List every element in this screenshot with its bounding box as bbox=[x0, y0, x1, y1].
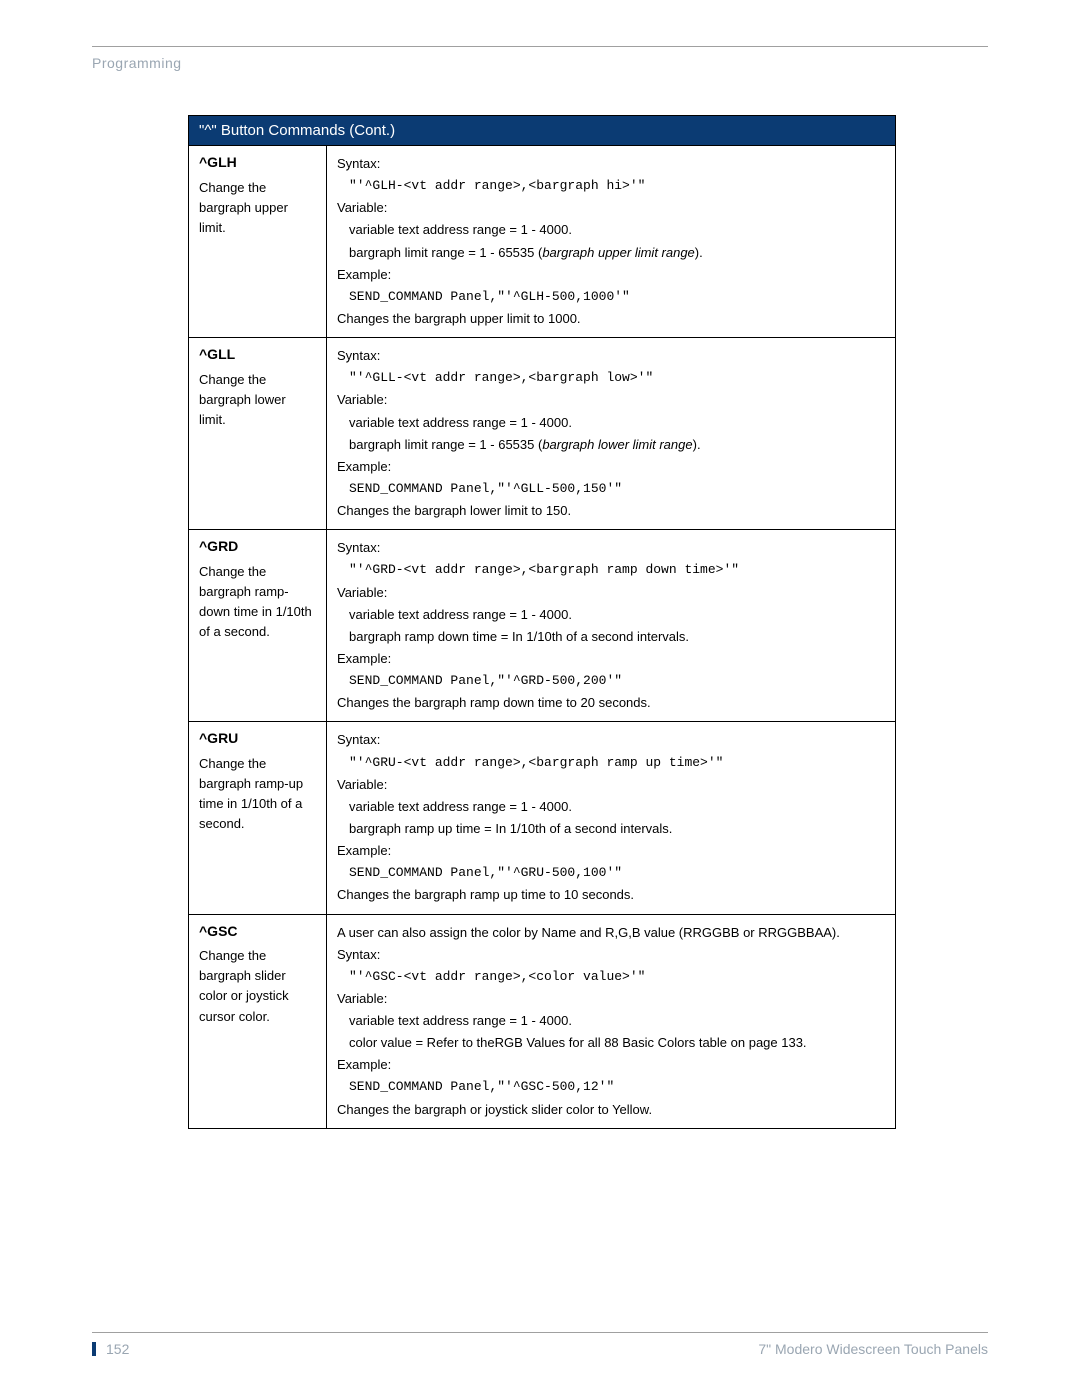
table-title: "^" Button Commands (Cont.) bbox=[189, 116, 896, 146]
variable-line: variable text address range = 1 - 4000. bbox=[349, 1011, 885, 1031]
command-desc: Change the bargraph lower limit. bbox=[199, 370, 316, 430]
details-cell: Syntax:"'^GRD-<vt addr range>,<bargraph … bbox=[327, 530, 896, 722]
details-cell: Syntax: "'^GRU-<vt addr range>,<bargraph … bbox=[327, 722, 896, 914]
field-label: Variable: bbox=[337, 775, 885, 795]
field-label: Variable: bbox=[337, 989, 885, 1009]
footer-rule bbox=[92, 1332, 988, 1333]
details-cell: Syntax:"'^GLL-<vt addr range>,<bargraph … bbox=[327, 338, 896, 530]
field-label: Syntax: bbox=[337, 945, 885, 965]
command-cell: ^GLL Change the bargraph lower limit. bbox=[189, 338, 327, 530]
command-cell: ^GSC Change the bargraph slider color or … bbox=[189, 914, 327, 1128]
code-line: "'^GSC-<vt addr range>,<color value>'" bbox=[349, 967, 885, 987]
command-cell: ^GRU Change the bargraph ramp-up time in … bbox=[189, 722, 327, 914]
text-line: Changes the bargraph or joystick slider … bbox=[337, 1100, 885, 1120]
command-desc: Change the bargraph upper limit. bbox=[199, 178, 316, 238]
variable-line: color value = Refer to theRGB Values for… bbox=[349, 1033, 885, 1053]
variable-line: variable text address range = 1 - 4000. bbox=[349, 605, 885, 625]
field-label: Variable: bbox=[337, 583, 885, 603]
code-line: "'^GRD-<vt addr range>,<bargraph ramp do… bbox=[349, 560, 885, 580]
command-desc: Change the bargraph ramp-down time in 1/… bbox=[199, 562, 316, 643]
text-line: Changes the bargraph ramp down time to 2… bbox=[337, 693, 885, 713]
header-rule bbox=[92, 46, 988, 47]
command-desc: Change the bargraph ramp-up time in 1/10… bbox=[199, 754, 316, 835]
field-label: Example: bbox=[337, 649, 885, 669]
field-label: Example: bbox=[337, 841, 885, 861]
field-label: Example: bbox=[337, 265, 885, 285]
table-row: ^GSC Change the bargraph slider color or … bbox=[189, 914, 896, 1128]
field-label: Example: bbox=[337, 1055, 885, 1075]
variable-line: bargraph ramp down time = In 1/10th of a… bbox=[349, 627, 885, 647]
text-line: A user can also assign the color by Name… bbox=[337, 923, 885, 943]
variable-line: variable text address range = 1 - 4000. bbox=[349, 220, 885, 240]
field-label: Syntax: bbox=[337, 346, 885, 366]
table-row: ^GLHChange the bargraph upper limit.Synt… bbox=[189, 146, 896, 338]
code-line: SEND_COMMAND Panel,"'^GSC-500,12'" bbox=[349, 1077, 885, 1097]
commands-table: "^" Button Commands (Cont.) ^GLH Change t… bbox=[188, 115, 896, 1129]
text-line: Changes the bargraph lower limit to 150. bbox=[337, 501, 885, 521]
command-name: ^GLL bbox=[199, 344, 316, 366]
command-desc: Change the bargraph slider color or joys… bbox=[199, 946, 316, 1027]
details-cell: A user can also assign the color by Name… bbox=[327, 914, 896, 1128]
details-cell: Syntax:"'^GLH-<vt addr range>,<bargraph … bbox=[327, 146, 896, 338]
doc-title: 7" Modero Widescreen Touch Panels bbox=[758, 1341, 988, 1357]
field-label: Syntax: bbox=[337, 538, 885, 558]
variable-line: bargraph limit range = 1 - 65535 (bargra… bbox=[349, 435, 885, 455]
variable-line: bargraph limit range = 1 - 65535 (bargra… bbox=[349, 243, 885, 263]
command-name: ^GSC bbox=[199, 921, 316, 943]
footer-accent-icon bbox=[92, 1342, 98, 1356]
command-name: ^GRU bbox=[199, 728, 316, 750]
document-page: Programming "^" Button Commands (Cont.) … bbox=[0, 0, 1080, 1169]
footer-left: 152 bbox=[92, 1341, 129, 1357]
field-label: Variable: bbox=[337, 390, 885, 410]
table-row: ^GLLChange the bargraph lower limit.Synt… bbox=[189, 338, 896, 530]
table-body: ^GLHChange the bargraph upper limit.Synt… bbox=[189, 146, 896, 1129]
command-name: ^GLH bbox=[199, 152, 316, 174]
command-cell: ^GLH Change the bargraph upper limit. bbox=[189, 146, 327, 338]
text-line: Changes the bargraph ramp up time to 10 … bbox=[337, 885, 885, 905]
field-label: Example: bbox=[337, 457, 885, 477]
page-number: 152 bbox=[106, 1341, 129, 1357]
variable-line: bargraph ramp up time = In 1/10th of a s… bbox=[349, 819, 885, 839]
code-line: "'^GLL-<vt addr range>,<bargraph low>'" bbox=[349, 368, 885, 388]
code-line: "'^GRU-<vt addr range>,<bargraph ramp up… bbox=[349, 753, 885, 773]
variable-line: variable text address range = 1 - 4000. bbox=[349, 797, 885, 817]
field-label: Syntax: bbox=[337, 730, 885, 750]
table-row: ^GRD Change the bargraph ramp-down time i… bbox=[189, 530, 896, 722]
code-line: SEND_COMMAND Panel,"'^GRD-500,200'" bbox=[349, 671, 885, 691]
field-label: Variable: bbox=[337, 198, 885, 218]
command-name: ^GRD bbox=[199, 536, 316, 558]
table-row: ^GRU Change the bargraph ramp-up time in … bbox=[189, 722, 896, 914]
section-label: Programming bbox=[92, 55, 988, 71]
code-line: SEND_COMMAND Panel,"'^GLH-500,1000'" bbox=[349, 287, 885, 307]
code-line: SEND_COMMAND Panel,"'^GRU-500,100'" bbox=[349, 863, 885, 883]
text-line: Changes the bargraph upper limit to 1000… bbox=[337, 309, 885, 329]
field-label: Syntax: bbox=[337, 154, 885, 174]
page-footer: 152 7" Modero Widescreen Touch Panels bbox=[92, 1332, 988, 1357]
variable-line: variable text address range = 1 - 4000. bbox=[349, 413, 885, 433]
code-line: SEND_COMMAND Panel,"'^GLL-500,150'" bbox=[349, 479, 885, 499]
command-cell: ^GRD Change the bargraph ramp-down time i… bbox=[189, 530, 327, 722]
code-line: "'^GLH-<vt addr range>,<bargraph hi>'" bbox=[349, 176, 885, 196]
